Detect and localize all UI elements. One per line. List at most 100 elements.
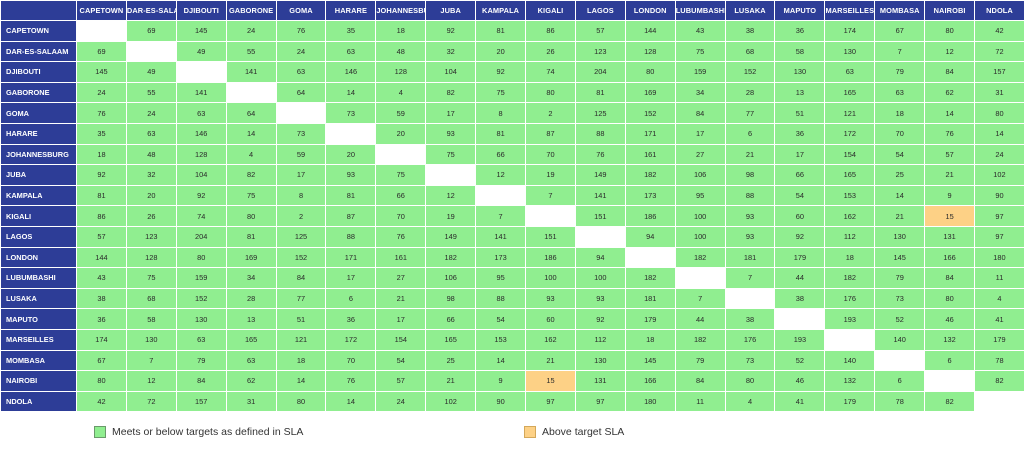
column-header: LUBUMBASHI [674,0,726,21]
row-header: GOMA [0,102,77,124]
table-row: DJIBOUTI 145 49 141 63 146 128 104 92 74 204 80 159 1… [0,61,1024,83]
table-row: JOHANNESBURG 18 48 128 4 59 20 75 66 70 76 161 27 21 1… [0,143,1024,166]
latency-cell: 9 [475,370,527,392]
latency-cell: 76 [275,20,327,42]
latency-cell: 80 [175,246,227,269]
latency-cell: 36 [76,308,127,330]
latency-cell: 157 [175,390,227,413]
latency-cell: 44 [674,308,726,330]
latency-cell: 146 [175,122,227,145]
latency-cell: 169 [225,246,277,269]
latency-cell: 84 [674,102,726,124]
latency-cell: 182 [674,328,726,351]
latency-cell: 121 [824,102,876,124]
latency-cell: 98 [425,287,477,310]
latency-cell: 17 [375,308,427,330]
latency-cell: 171 [624,122,676,145]
latency-cell: 151 [574,205,626,227]
latency-cell: 15 [924,205,976,227]
latency-cell: 21 [525,349,576,372]
legend-meets-label: Meets or below targets as defined in SLA [112,426,304,438]
column-header-row: CAPETOWNDAR-ES-SALAAMDJIBOUTIGABORONEGOM… [0,0,1024,21]
latency-cell: 166 [624,370,676,392]
latency-cell: 21 [425,370,477,392]
column-header: GOMA [275,0,327,21]
latency-cell: 100 [674,225,726,248]
column-header: NDOLA [974,0,1024,21]
latency-cell: 57 [574,20,626,42]
latency-cell: 4 [225,143,277,166]
latency-cell: 132 [824,370,876,392]
latency-cell: 44 [774,267,826,289]
latency-cell: 48 [125,143,177,166]
latency-cell: 14 [974,122,1024,145]
latency-cell: 130 [824,40,876,63]
table-row: HARARE 35 63 146 14 73 20 93 81 87 88 171 17 6 36 172 70… [0,122,1024,145]
latency-cell: 97 [974,205,1024,227]
latency-cell: 152 [175,287,227,310]
row-header: NDOLA [0,390,77,413]
latency-cell: 24 [974,143,1024,166]
latency-cell: 49 [175,40,227,63]
row-header: HARARE [0,122,77,145]
latency-cell: 11 [974,267,1024,289]
latency-cell: 78 [874,390,926,413]
self-cell [375,143,427,166]
latency-cell: 17 [325,267,377,289]
latency-cell: 54 [375,349,427,372]
latency-cell: 14 [924,102,976,124]
latency-cell: 88 [574,122,626,145]
latency-cell: 179 [974,328,1024,351]
latency-cell: 72 [974,40,1024,63]
latency-cell: 84 [674,370,726,392]
latency-cell: 74 [525,61,576,83]
latency-cell: 100 [525,267,576,289]
latency-cell: 182 [824,267,876,289]
latency-cell: 51 [275,308,327,330]
latency-cell: 132 [924,328,976,351]
latency-cell: 6 [325,287,377,310]
latency-cell: 78 [974,349,1024,372]
column-header: MARSEILLES [824,0,876,21]
latency-cell: 182 [674,246,726,269]
latency-cell: 92 [175,184,227,207]
latency-cell: 38 [774,287,826,310]
table-row: DAR-ES-SALAAM 69 49 55 24 63 48 32 20 26 123 128 75 6… [0,40,1024,63]
column-header: LAGOS [574,0,626,21]
latency-cell: 84 [924,61,976,83]
latency-cell: 7 [125,349,177,372]
latency-cell: 174 [76,328,127,351]
latency-cell: 66 [774,164,826,186]
self-cell [974,390,1024,413]
latency-cell: 55 [125,81,177,104]
latency-cell: 18 [275,349,327,372]
latency-cell: 38 [724,308,776,330]
latency-cell: 128 [175,143,227,166]
latency-cell: 42 [974,20,1024,42]
latency-cell: 6 [874,370,926,392]
latency-cell: 75 [375,164,427,186]
latency-cell: 173 [475,246,527,269]
row-header: CAPETOWN [0,20,77,42]
self-cell [525,205,576,227]
latency-cell: 52 [774,349,826,372]
latency-matrix: CAPETOWNDAR-ES-SALAAMDJIBOUTIGABORONEGOM… [0,0,1024,413]
latency-cell: 144 [624,20,676,42]
latency-cell: 63 [175,328,227,351]
latency-cell: 80 [525,81,576,104]
latency-cell: 87 [325,205,377,227]
latency-cell: 41 [774,390,826,413]
latency-cell: 84 [275,267,327,289]
latency-cell: 25 [425,349,477,372]
latency-cell: 46 [924,308,976,330]
latency-cell: 151 [525,225,576,248]
latency-cell: 97 [574,390,626,413]
latency-cell: 153 [824,184,876,207]
latency-cell: 62 [924,81,976,104]
latency-cell: 79 [674,349,726,372]
latency-cell: 69 [125,20,177,42]
latency-cell: 75 [225,184,277,207]
latency-cell: 6 [924,349,976,372]
latency-cell: 102 [974,164,1024,186]
latency-cell: 80 [724,370,776,392]
